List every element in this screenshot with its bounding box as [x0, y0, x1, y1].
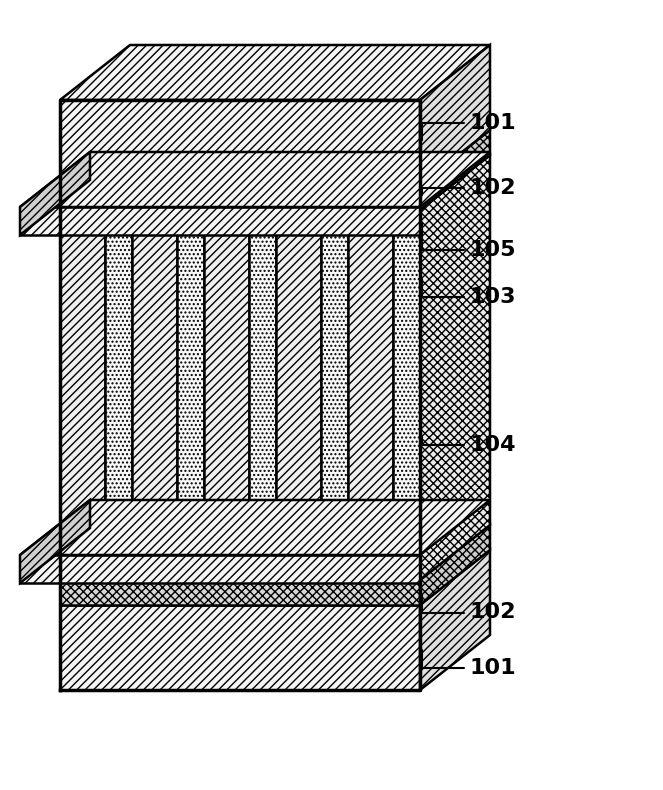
- Polygon shape: [60, 45, 490, 100]
- Polygon shape: [348, 210, 392, 580]
- Polygon shape: [20, 207, 420, 235]
- Polygon shape: [105, 210, 132, 580]
- Polygon shape: [321, 210, 348, 580]
- Polygon shape: [20, 500, 490, 555]
- Text: 103: 103: [422, 280, 516, 307]
- Polygon shape: [420, 155, 490, 580]
- Polygon shape: [321, 155, 418, 210]
- Text: 102: 102: [422, 178, 516, 198]
- Polygon shape: [276, 210, 321, 580]
- Polygon shape: [132, 155, 247, 210]
- Polygon shape: [204, 210, 249, 580]
- Polygon shape: [60, 130, 490, 185]
- Polygon shape: [20, 500, 90, 583]
- Polygon shape: [420, 550, 490, 690]
- Polygon shape: [60, 580, 420, 605]
- Text: 102: 102: [422, 596, 516, 623]
- Text: 101: 101: [422, 650, 516, 678]
- Polygon shape: [249, 155, 346, 210]
- Polygon shape: [60, 210, 105, 580]
- Polygon shape: [204, 155, 319, 210]
- Text: 105: 105: [422, 223, 516, 260]
- Polygon shape: [60, 525, 490, 580]
- Polygon shape: [20, 555, 420, 583]
- Polygon shape: [60, 155, 174, 210]
- Polygon shape: [132, 210, 176, 580]
- Polygon shape: [20, 152, 90, 235]
- Polygon shape: [60, 185, 420, 210]
- Polygon shape: [176, 210, 204, 580]
- Polygon shape: [276, 155, 391, 210]
- Polygon shape: [60, 100, 420, 185]
- Polygon shape: [176, 155, 274, 210]
- Polygon shape: [105, 155, 202, 210]
- Polygon shape: [60, 605, 420, 690]
- Polygon shape: [348, 155, 463, 210]
- Text: 104: 104: [422, 435, 516, 454]
- Polygon shape: [60, 550, 490, 605]
- Polygon shape: [249, 210, 276, 580]
- Polygon shape: [420, 45, 490, 185]
- Polygon shape: [20, 152, 490, 207]
- Polygon shape: [420, 130, 490, 210]
- Polygon shape: [392, 155, 490, 210]
- Text: 101: 101: [422, 112, 516, 140]
- Polygon shape: [420, 525, 490, 605]
- Polygon shape: [392, 210, 420, 580]
